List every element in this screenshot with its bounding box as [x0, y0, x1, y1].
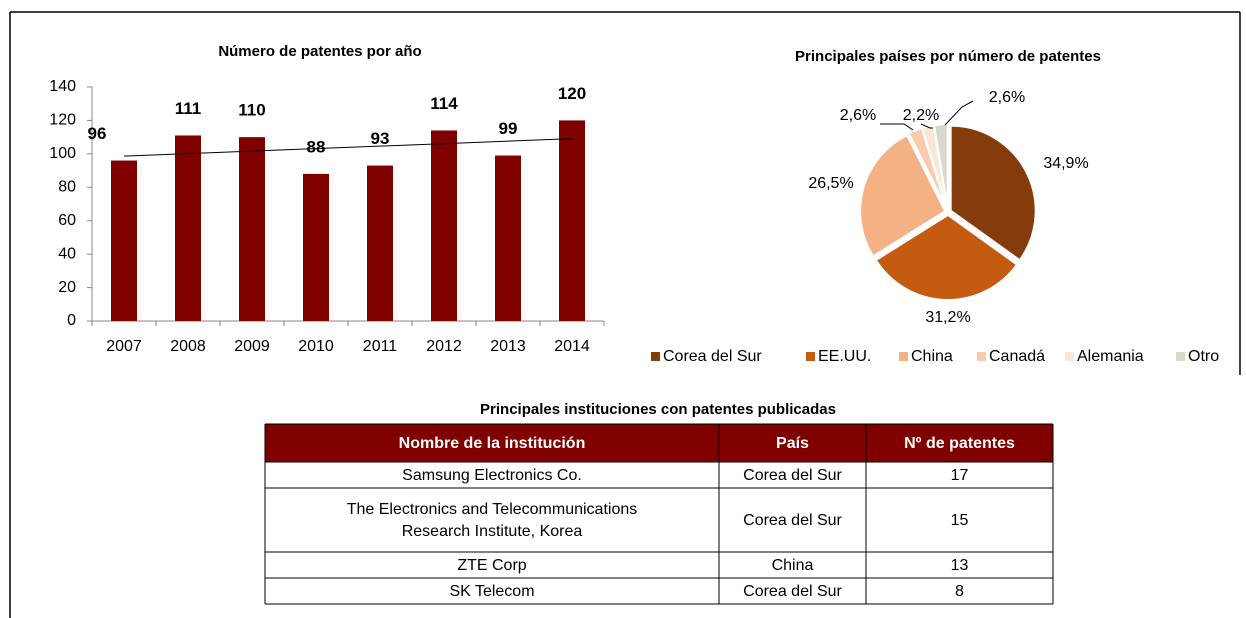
legend-swatch: [977, 352, 986, 361]
bar-title: Número de patentes por año: [218, 43, 421, 60]
x-tick-label: 2007: [106, 338, 142, 355]
bar: [495, 155, 521, 321]
table-cell: Corea del Sur: [743, 583, 842, 600]
data-label: 2,6%: [840, 107, 876, 124]
bar: [559, 120, 585, 321]
bar: [175, 135, 201, 321]
y-tick-label: 120: [49, 112, 76, 129]
table-cell: China: [772, 557, 814, 574]
x-tick-label: 2013: [490, 338, 526, 355]
table-header-bg: [265, 424, 1053, 462]
table-cell: 13: [951, 557, 969, 574]
data-label: 2,2%: [903, 107, 939, 124]
bar: [303, 173, 329, 321]
y-tick-label: 140: [49, 78, 76, 95]
data-label: 96: [88, 124, 107, 143]
bar: [367, 165, 393, 321]
data-label: 110: [238, 101, 265, 120]
x-tick-label: 2011: [363, 338, 398, 355]
table-cell: Corea del Sur: [743, 467, 842, 484]
table-header-cell: Nombre de la institución: [399, 435, 586, 452]
pie-slice: [932, 123, 949, 210]
legend-swatch: [1176, 352, 1185, 361]
legend-swatch: [806, 352, 815, 361]
x-tick-label: 2012: [426, 338, 462, 355]
leader-line: [944, 100, 974, 126]
leader-line: [920, 123, 933, 129]
table-cell: ZTE Corp: [457, 557, 526, 574]
legend-swatch: [899, 352, 908, 361]
legend-label: Canadá: [989, 348, 1045, 365]
data-label: 26,5%: [808, 175, 853, 192]
legend-label: EE.UU.: [818, 348, 871, 365]
data-label: 34,9%: [1043, 155, 1088, 172]
pie-slice: [949, 124, 1037, 262]
data-label: 99: [499, 119, 518, 138]
x-tick-label: 2014: [554, 338, 590, 355]
table-cell: Samsung Electronics Co.: [402, 467, 582, 484]
y-tick-label: 20: [58, 279, 76, 296]
legend-label: Alemania: [1077, 348, 1144, 365]
table-cell: The Electronics and Telecommunications Re…: [347, 501, 638, 540]
frame: [9, 11, 1241, 618]
x-tick-label: 2008: [170, 338, 206, 355]
legend-label: China: [911, 348, 953, 365]
data-label: 88: [307, 137, 326, 156]
pie-slice: [859, 133, 947, 258]
table-title: Principales instituciones con patentes p…: [480, 401, 836, 418]
y-tick-label: 80: [58, 179, 76, 196]
table-cell: 8: [955, 583, 964, 600]
data-label: 111: [175, 99, 202, 118]
bar: [239, 137, 265, 321]
legend-label: Corea del Sur: [663, 348, 762, 365]
data-label: 2,6%: [989, 89, 1025, 106]
pie-title: Principales países por número de patente…: [795, 48, 1101, 65]
data-label: 114: [430, 94, 458, 113]
table-header-cell: Nº de patentes: [904, 435, 1015, 452]
data-label: 120: [558, 84, 586, 103]
table-cell: Corea del Sur: [743, 512, 842, 529]
bar: [111, 160, 137, 321]
legend-label: Otro: [1188, 348, 1219, 365]
table-cell: 17: [951, 467, 969, 484]
leader-line: [880, 123, 914, 131]
legend-swatch: [651, 352, 660, 361]
data-label: 31,2%: [925, 309, 970, 326]
trendline: [123, 138, 573, 157]
y-tick-label: 0: [67, 312, 76, 329]
data-label: 93: [371, 129, 390, 148]
table-cell: SK Telecom: [449, 583, 534, 600]
bar: [431, 130, 457, 321]
pie-slice: [874, 213, 1019, 301]
x-tick-label: 2010: [298, 338, 334, 355]
legend-swatch: [1065, 352, 1074, 361]
x-tick-label: 2009: [234, 338, 270, 355]
table-cell: 15: [951, 512, 969, 529]
table-header-cell: País: [776, 435, 809, 452]
y-tick-label: 40: [58, 245, 76, 262]
y-tick-label: 100: [49, 145, 76, 162]
y-tick-label: 60: [58, 212, 76, 229]
